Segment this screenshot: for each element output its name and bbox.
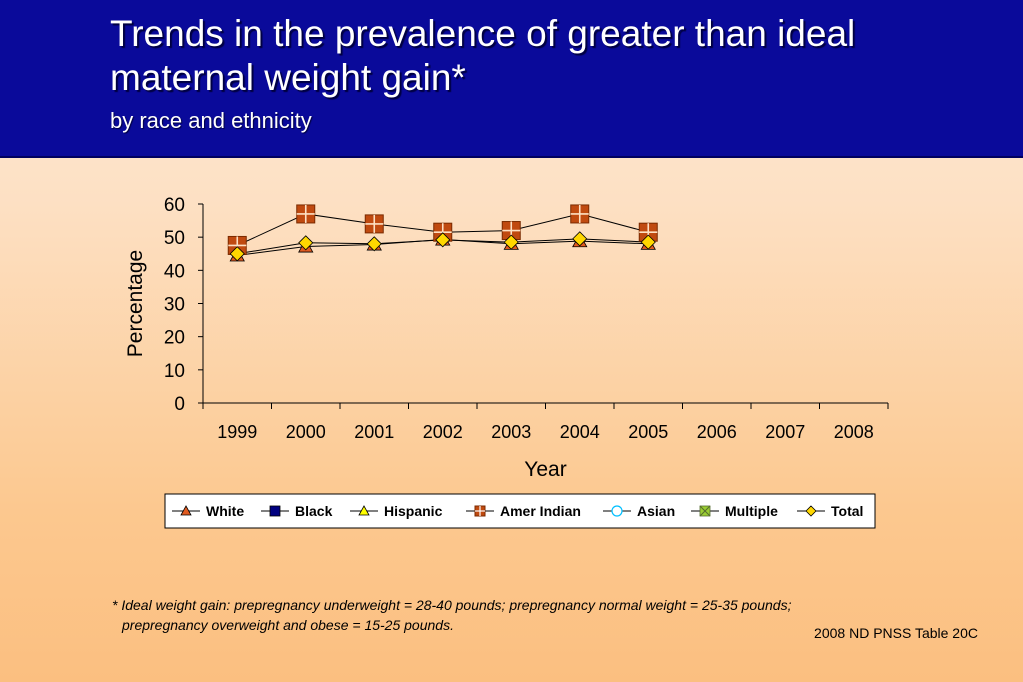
legend-marker-white bbox=[180, 505, 192, 516]
x-tick-label: 2008 bbox=[834, 422, 874, 442]
legend-marker-black bbox=[269, 505, 281, 517]
source-note: 2008 ND PNSS Table 20C bbox=[814, 625, 978, 641]
x-axis-title: Year bbox=[524, 458, 566, 481]
data-point-total bbox=[640, 234, 656, 250]
x-tick-label: 2007 bbox=[765, 422, 805, 442]
page-subtitle: by race and ethnicity bbox=[110, 108, 312, 133]
legend-label-black: Black bbox=[295, 503, 333, 519]
footnote-line-1: * Ideal weight gain: prepregnancy underw… bbox=[112, 597, 792, 613]
x-tick-label: 2000 bbox=[286, 422, 326, 442]
data-point-total bbox=[572, 231, 588, 247]
y-tick-label: 20 bbox=[164, 328, 185, 349]
x-tick-label: 2006 bbox=[697, 422, 737, 442]
x-tick-label: 2005 bbox=[628, 422, 668, 442]
legend-label-total: Total bbox=[831, 503, 863, 519]
data-point-total bbox=[298, 235, 314, 251]
y-tick-label: 50 bbox=[164, 228, 185, 249]
x-tick-label: 2003 bbox=[491, 422, 531, 442]
legend-marker-asian bbox=[611, 505, 623, 517]
y-axis-title: Percentage bbox=[124, 250, 147, 357]
title-band: Trends in the prevalence of greater than… bbox=[0, 0, 1023, 158]
page-title: Trends in the prevalence of greater than… bbox=[110, 13, 856, 98]
footnote-line-2: prepregnancy overweight and obese = 15-2… bbox=[122, 617, 454, 633]
legend-marker-total bbox=[805, 505, 817, 517]
legend-label-amer-indian: Amer Indian bbox=[500, 503, 581, 519]
data-point-total bbox=[435, 232, 451, 248]
data-point-total bbox=[503, 234, 519, 250]
x-tick-label: 2004 bbox=[560, 422, 600, 442]
footnote: * Ideal weight gain: prepregnancy underw… bbox=[112, 595, 872, 635]
y-tick-label: 40 bbox=[164, 261, 185, 282]
legend-label-multiple: Multiple bbox=[725, 503, 778, 519]
y-tick-label: 60 bbox=[164, 195, 185, 216]
y-tick-label: 30 bbox=[164, 295, 185, 316]
x-tick-label: 1999 bbox=[217, 422, 257, 442]
data-point-total bbox=[366, 236, 382, 252]
y-tick-label: 10 bbox=[164, 361, 185, 382]
legend-label-hispanic: Hispanic bbox=[384, 503, 443, 519]
x-tick-label: 2001 bbox=[354, 422, 394, 442]
legend-label-white: White bbox=[206, 503, 244, 519]
y-tick-label: 0 bbox=[174, 394, 185, 415]
x-tick-label: 2002 bbox=[423, 422, 463, 442]
legend-marker-multiple-x2 bbox=[699, 505, 711, 517]
legend-marker-hispanic bbox=[358, 505, 370, 516]
data-point-total bbox=[229, 246, 245, 262]
legend-label-asian: Asian bbox=[637, 503, 675, 519]
